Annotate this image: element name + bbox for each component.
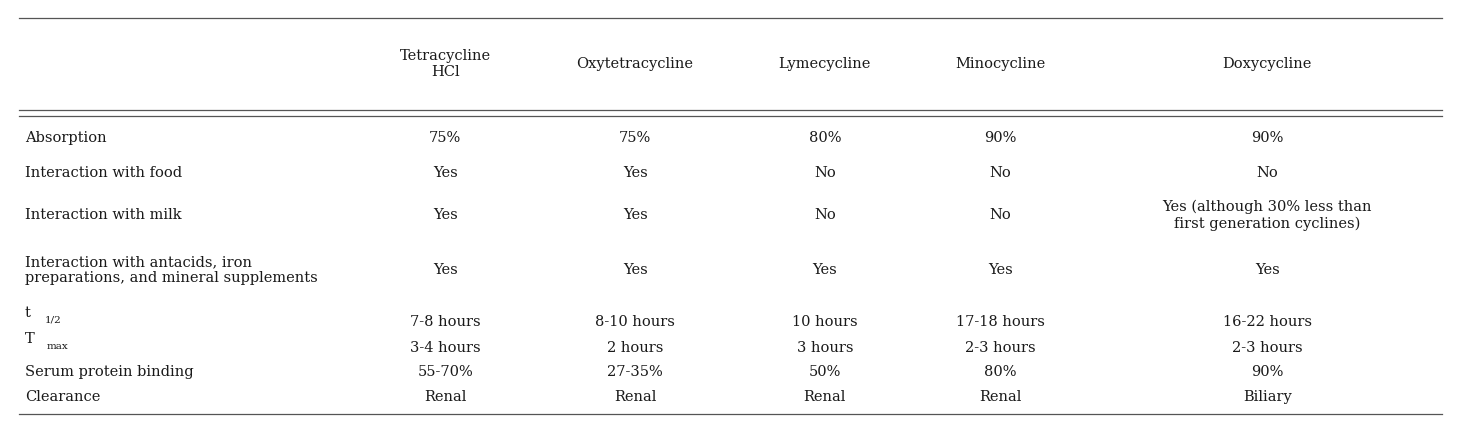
Text: 3 hours: 3 hours [797, 341, 853, 355]
Text: 55-70%: 55-70% [418, 365, 473, 379]
Text: 90%: 90% [984, 131, 1016, 145]
Text: No: No [1257, 166, 1278, 181]
Text: Oxytetracycline: Oxytetracycline [577, 57, 694, 71]
Text: Interaction with antacids, iron
preparations, and mineral supplements: Interaction with antacids, iron preparat… [25, 255, 318, 285]
Text: Yes (although 30% less than
first generation cyclines): Yes (although 30% less than first genera… [1162, 200, 1372, 231]
Text: Yes: Yes [623, 208, 647, 222]
Text: T: T [25, 332, 35, 346]
Text: 3-4 hours: 3-4 hours [410, 341, 480, 355]
Text: Renal: Renal [978, 390, 1022, 404]
Text: Yes: Yes [988, 263, 1012, 277]
Text: Doxycycline: Doxycycline [1222, 57, 1313, 71]
Text: Yes: Yes [1256, 263, 1279, 277]
Text: 2-3 hours: 2-3 hours [1232, 341, 1302, 355]
Text: No: No [815, 208, 835, 222]
Text: 75%: 75% [429, 131, 461, 145]
Text: 50%: 50% [809, 365, 841, 379]
Text: 10 hours: 10 hours [793, 315, 857, 329]
Text: 2-3 hours: 2-3 hours [965, 341, 1035, 355]
Text: 80%: 80% [984, 365, 1016, 379]
Text: max: max [47, 341, 69, 351]
Text: t: t [25, 306, 31, 320]
Text: 17-18 hours: 17-18 hours [956, 315, 1044, 329]
Text: Tetracycline
HCl: Tetracycline HCl [400, 49, 491, 79]
Text: 80%: 80% [809, 131, 841, 145]
Text: Yes: Yes [813, 263, 837, 277]
Text: Yes: Yes [623, 166, 647, 181]
Text: Serum protein binding: Serum protein binding [25, 365, 193, 379]
Text: Yes: Yes [434, 208, 457, 222]
Text: Lymecycline: Lymecycline [778, 57, 872, 71]
Text: 75%: 75% [619, 131, 651, 145]
Text: Interaction with food: Interaction with food [25, 166, 182, 181]
Text: Minocycline: Minocycline [955, 57, 1045, 71]
Text: Absorption: Absorption [25, 131, 107, 145]
Text: Renal: Renal [423, 390, 467, 404]
Text: Yes: Yes [434, 263, 457, 277]
Text: 27-35%: 27-35% [607, 365, 663, 379]
Text: Clearance: Clearance [25, 390, 101, 404]
Text: 90%: 90% [1251, 365, 1283, 379]
Text: Yes: Yes [434, 166, 457, 181]
Text: No: No [815, 166, 835, 181]
Text: Renal: Renal [613, 390, 657, 404]
Text: Renal: Renal [803, 390, 847, 404]
Text: No: No [990, 166, 1010, 181]
Text: Yes: Yes [623, 263, 647, 277]
Text: Interaction with milk: Interaction with milk [25, 208, 181, 222]
Text: 16-22 hours: 16-22 hours [1223, 315, 1311, 329]
Text: 8-10 hours: 8-10 hours [596, 315, 675, 329]
Text: No: No [990, 208, 1010, 222]
Text: 7-8 hours: 7-8 hours [410, 315, 480, 329]
Text: 1/2: 1/2 [45, 316, 61, 325]
Text: 2 hours: 2 hours [607, 341, 663, 355]
Text: Biliary: Biliary [1242, 390, 1292, 404]
Text: 90%: 90% [1251, 131, 1283, 145]
